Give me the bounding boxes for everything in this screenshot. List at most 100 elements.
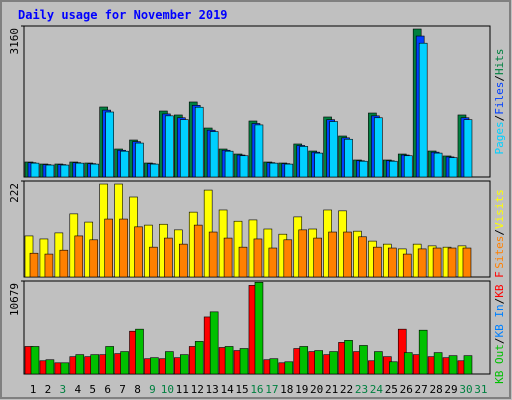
bar — [269, 358, 279, 375]
bar — [402, 253, 412, 278]
x-tick-label: 8 — [134, 383, 141, 396]
bar — [254, 281, 264, 375]
bar — [149, 246, 158, 278]
bar — [180, 354, 189, 375]
x-tick-label: 23 — [355, 383, 368, 396]
bar — [313, 237, 322, 278]
bar — [344, 340, 353, 375]
legend-entry: KB F — [493, 271, 506, 298]
legend-entry: Pages — [493, 121, 506, 154]
bar — [59, 249, 69, 278]
bar — [45, 164, 55, 178]
bar — [193, 224, 203, 278]
bar — [358, 236, 367, 278]
bar — [105, 111, 114, 178]
bar — [374, 351, 383, 375]
bar — [343, 231, 352, 278]
bar — [120, 150, 129, 178]
bar — [268, 247, 278, 278]
bar — [254, 124, 264, 178]
legend-entry: KB In — [493, 304, 506, 337]
bar — [433, 352, 443, 375]
bar — [283, 239, 293, 278]
legend-separator: / — [493, 75, 506, 82]
x-tick-label: 7 — [119, 383, 126, 396]
x-tick-label: 2 — [45, 383, 52, 396]
x-tick-label: 19 — [295, 383, 308, 396]
bar — [238, 246, 248, 278]
bar — [44, 253, 54, 278]
bar — [60, 164, 70, 178]
x-tick-label: 30 — [459, 383, 472, 396]
y-tick-label: 222 — [8, 183, 21, 203]
bar — [104, 218, 113, 278]
bar — [397, 328, 407, 375]
bar — [89, 239, 99, 278]
x-tick-label: 20 — [310, 383, 323, 396]
bar — [388, 247, 397, 278]
bar — [105, 346, 114, 375]
legend-entry: Visits — [493, 189, 506, 229]
bar — [328, 231, 337, 278]
x-tick-label: 4 — [74, 383, 81, 396]
x-tick-label: 10 — [161, 383, 174, 396]
legend: Pages/Files/Hits — [493, 49, 506, 155]
x-tick-label: 22 — [340, 383, 353, 396]
bar — [150, 357, 159, 375]
bar — [433, 152, 443, 178]
legend-separator: / — [493, 115, 506, 122]
bar — [29, 252, 39, 278]
x-tick-label: 1 — [30, 383, 37, 396]
bar — [269, 162, 279, 178]
legend: Sites/Visits — [493, 189, 506, 269]
x-tick-label: 29 — [444, 383, 457, 396]
bar — [403, 352, 413, 375]
bar — [45, 359, 55, 375]
bar — [463, 355, 473, 375]
x-tick-label: 13 — [206, 383, 219, 396]
x-tick-label: 12 — [191, 383, 204, 396]
bar — [344, 138, 353, 178]
bar — [120, 351, 129, 375]
bar — [209, 311, 219, 375]
bar — [135, 328, 144, 375]
x-tick-label: 25 — [385, 383, 398, 396]
bar — [314, 350, 323, 375]
bar — [298, 229, 308, 278]
bar — [134, 226, 143, 278]
bar — [90, 163, 100, 178]
bar — [150, 163, 159, 178]
bar — [418, 42, 428, 178]
bar — [208, 231, 218, 278]
bar — [359, 345, 368, 375]
bar — [329, 121, 338, 178]
y-tick-label: 3160 — [8, 28, 21, 55]
bar — [314, 152, 323, 178]
bar — [239, 155, 249, 178]
bar — [418, 329, 428, 375]
x-tick-label: 28 — [429, 383, 442, 396]
bar — [194, 106, 204, 178]
x-tick-label: 24 — [370, 383, 384, 396]
bar — [463, 119, 473, 178]
x-tick-label: 27 — [415, 383, 428, 396]
legend: KB Out/KB In/KB F — [493, 271, 506, 384]
bar — [209, 131, 219, 178]
x-tick-label: 9 — [149, 383, 156, 396]
bar — [389, 361, 398, 375]
x-tick-label: 18 — [280, 383, 293, 396]
bar — [253, 238, 263, 278]
x-tick-label: 6 — [104, 383, 111, 396]
bar — [447, 247, 457, 278]
legend-separator: / — [493, 298, 506, 305]
bar — [165, 351, 174, 375]
legend-entry: Sites — [493, 236, 506, 269]
bar — [30, 346, 40, 375]
bar — [239, 348, 249, 375]
bar — [329, 351, 338, 375]
x-tick-label: 16 — [250, 383, 263, 396]
bar — [417, 248, 427, 278]
x-tick-label: 26 — [400, 383, 413, 396]
bar — [179, 243, 188, 278]
